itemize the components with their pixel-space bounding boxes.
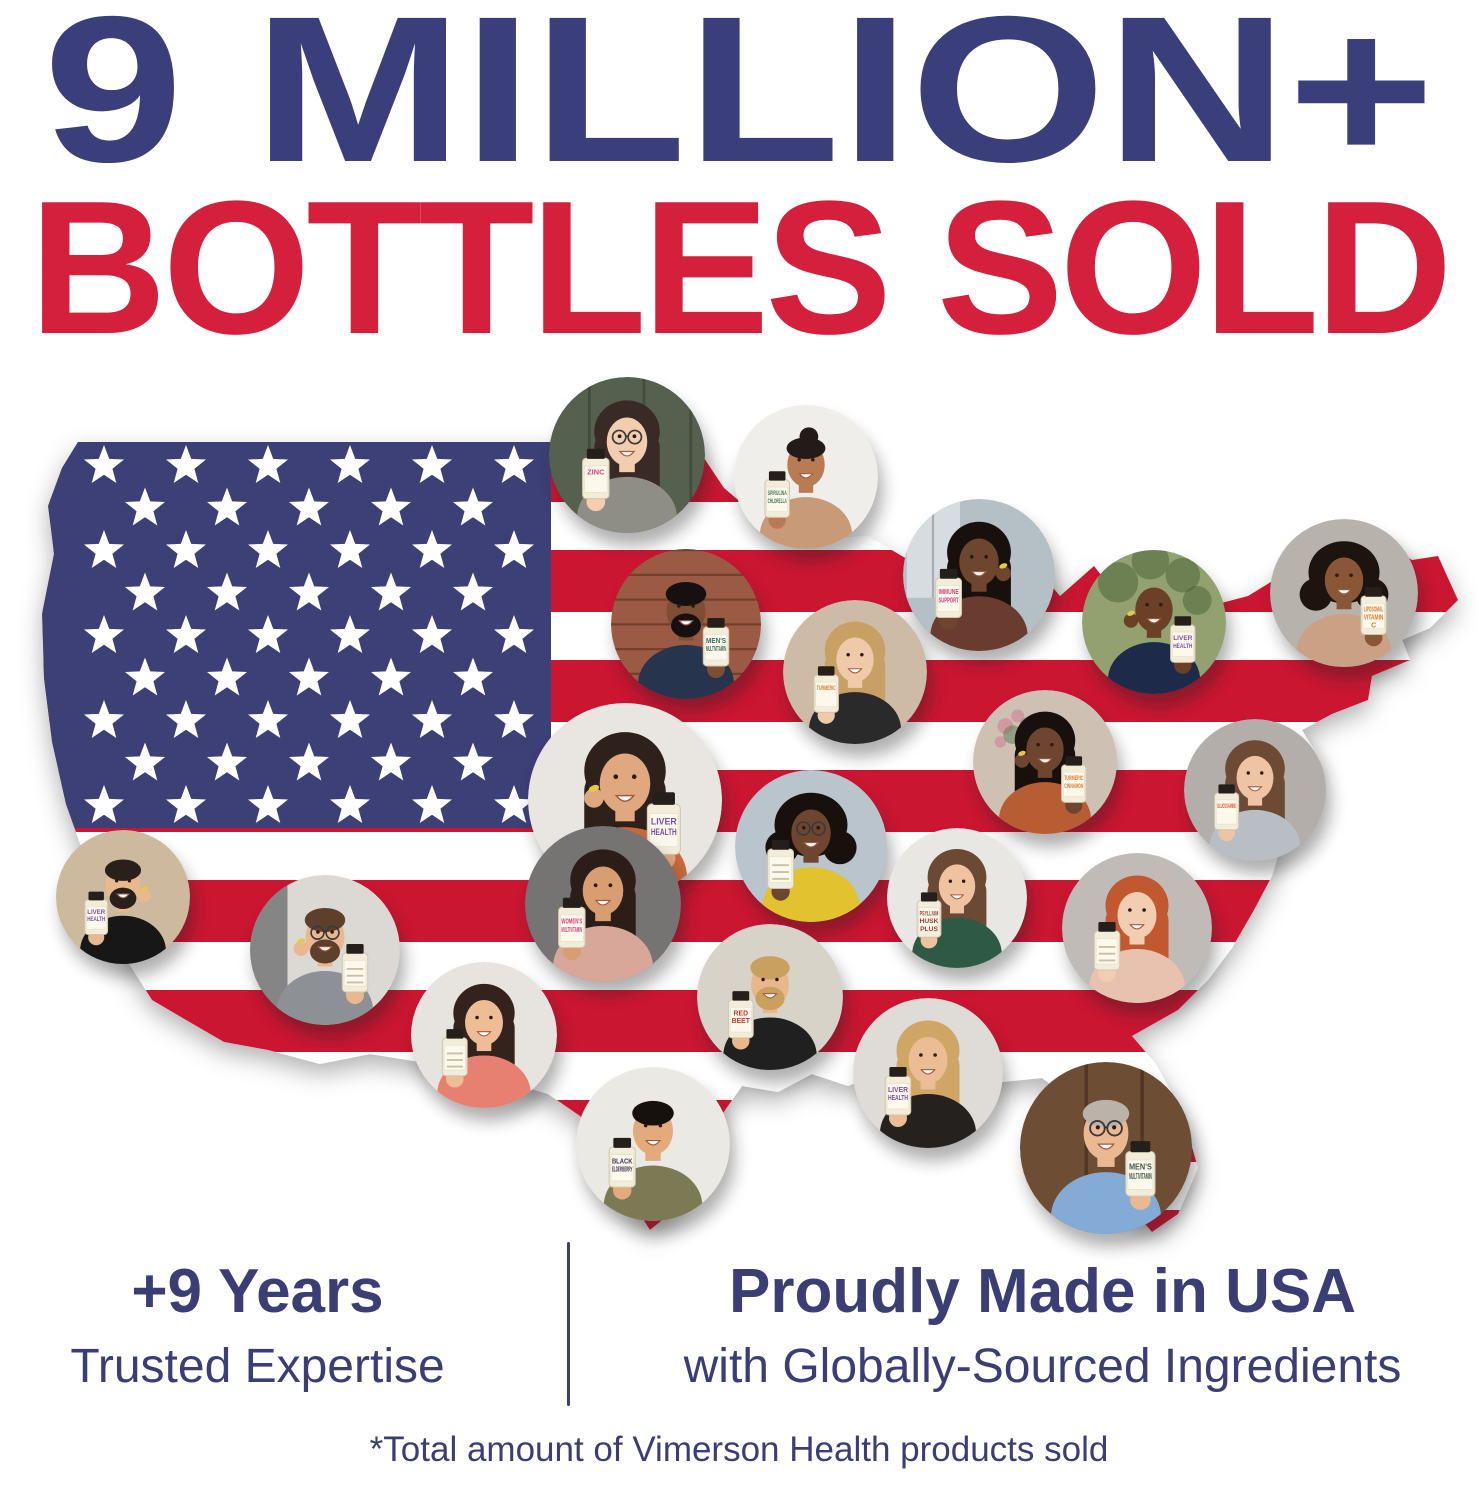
svg-text:LIVER: LIVER [651,816,677,826]
svg-text:BLACK: BLACK [612,1156,633,1165]
svg-text:GLUCOSAMINE: GLUCOSAMINE [1217,803,1236,810]
stat-years-subline: Trusted Expertise [70,1340,445,1393]
stat-made-in-usa: Proudly Made in USA with Globally-Source… [620,1256,1465,1394]
svg-text:HEALTH: HEALTH [1173,643,1192,650]
svg-text:PSYLLIUM: PSYLLIUM [920,911,939,918]
svg-text:HUSK: HUSK [920,918,939,925]
testimonial-photo-10: GLUCOSAMINE [1184,719,1326,861]
headline-line2: BOTTLES SOLD [29,162,1452,374]
stat-years-headline: +9 Years [131,1257,384,1326]
svg-text:PLUS: PLUS [920,926,938,933]
testimonial-photo-11 [735,770,887,922]
svg-text:BEET: BEET [732,1018,751,1025]
testimonial-photo-17 [411,962,557,1108]
headline-block: 9 MILLION+ BOTTLES SOLD [0,0,1478,374]
svg-text:MULTIVITAMIN: MULTIVITAMIN [561,925,582,934]
footnote: *Total amount of Vimerson Health product… [369,1430,1109,1469]
svg-text:HEALTH: HEALTH [87,916,105,923]
svg-text:HEALTH: HEALTH [888,1094,908,1102]
svg-text:LIPOSOMAL: LIPOSOMAL [1364,607,1384,614]
stat-years: +9 Years Trusted Expertise [0,1256,515,1394]
flag-stars [84,445,534,823]
testimonial-photo-16 [1062,853,1212,1003]
testimonial-photo-1: ZINC [549,377,705,533]
svg-text:TURMERIC: TURMERIC [817,685,836,692]
svg-text:IMMUNE: IMMUNE [938,587,958,596]
headline-line1: 9 MILLION+ [43,0,1435,206]
svg-text:MEN'S: MEN'S [706,637,726,645]
svg-text:CHLORELLA: CHLORELLA [768,498,787,505]
svg-text:HEALTH: HEALTH [651,827,677,837]
svg-text:RED: RED [734,1010,749,1017]
testimonial-photo-7: TURMERIC [783,600,927,744]
svg-text:LIVER: LIVER [87,909,105,916]
svg-text:SUPPORT: SUPPORT [938,595,959,604]
stats-divider [567,1242,570,1406]
svg-text:MULTIVITAMIN: MULTIVITAMIN [706,645,726,653]
svg-text:LIVER: LIVER [1173,635,1192,642]
stats-row: +9 Years Trusted Expertise Proudly Made … [0,1240,1478,1420]
svg-text:ELDERBERRY: ELDERBERRY [612,1165,633,1174]
svg-text:C: C [1371,623,1376,630]
stat-usa-subline: with Globally-Sourced Ingredients [683,1340,1402,1393]
svg-text:MULTIVITAMIN: MULTIVITAMIN [1129,1172,1152,1181]
svg-text:ZINC: ZINC [587,468,605,477]
svg-text:WOMEN'S: WOMEN'S [561,917,582,926]
svg-text:SPIRULINA: SPIRULINA [768,490,787,497]
svg-text:LIVER: LIVER [888,1086,908,1094]
svg-text:MEN'S: MEN'S [1129,1163,1152,1172]
svg-text:VITAMIN: VITAMIN [1364,615,1384,622]
stat-usa-headline: Proudly Made in USA [729,1257,1356,1326]
svg-text:CINNAMON: CINNAMON [1064,783,1083,790]
svg-text:TURMERIC: TURMERIC [1064,775,1083,782]
